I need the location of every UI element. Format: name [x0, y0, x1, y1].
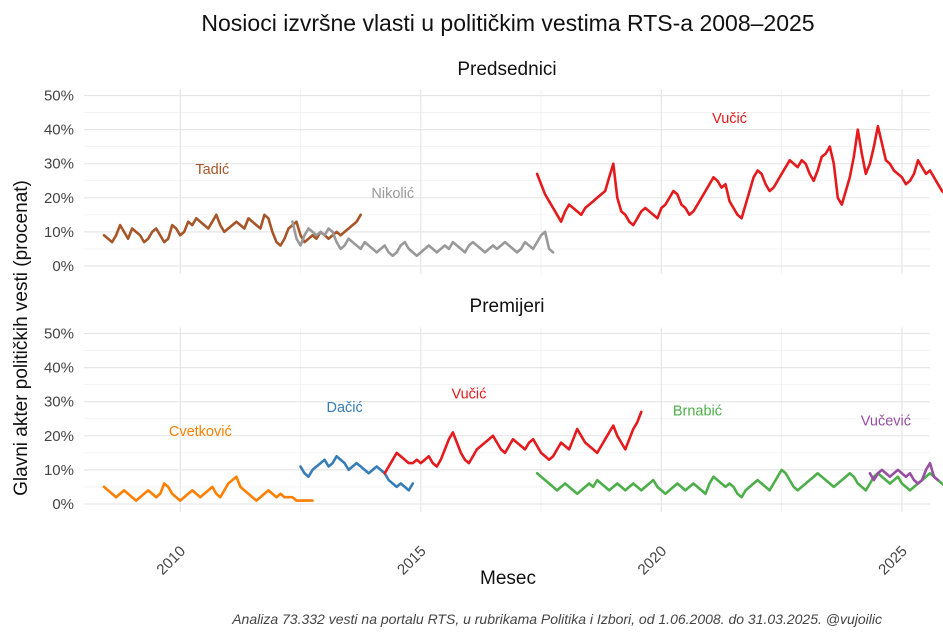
- series-line-nikolic: [291, 220, 555, 258]
- y-tick-label: 0%: [52, 496, 74, 513]
- panel-title-predsednici: Predsednici: [457, 59, 556, 80]
- series-label-vucic: Vučić: [712, 111, 747, 127]
- series-line-tadic: [102, 213, 363, 247]
- panel-premijeri: Premijeri 0% 10% 20% 30% 40% 50% Cvetković Dačić…: [44, 296, 943, 513]
- series-label-cvetkovic: Cvetković: [169, 424, 232, 440]
- y-tick-label: 30%: [44, 156, 74, 173]
- y-tick-label: 10%: [44, 224, 74, 241]
- series-label-brnabic: Brnabić: [673, 403, 722, 419]
- series-line-brnabic: [535, 468, 943, 499]
- chart-panels: Predsednici 0% 10% 20% 30% 40% 50% Tadić Nikolić…: [44, 59, 943, 578]
- y-axis-label: Glavni akter političkih vesti (procenat): [11, 180, 32, 496]
- y-tick-label: 40%: [44, 122, 74, 139]
- x-tick-label: 2015: [394, 543, 430, 579]
- series-line-vucevic: [868, 461, 940, 485]
- y-tick-label: 10%: [44, 462, 74, 479]
- chart-caption: Analiza 73.332 vesti na portalu RTS, u r…: [231, 611, 882, 627]
- series-label-nikolic: Nikolić: [371, 186, 414, 202]
- series-label-vucic: Vučić: [451, 386, 486, 402]
- series-line-cvetkovic: [102, 475, 314, 502]
- y-tick-label: 50%: [44, 326, 74, 343]
- y-tick-label: 20%: [44, 428, 74, 445]
- x-tick-label: 2025: [875, 543, 911, 579]
- panel-title-premijeri: Premijeri: [470, 296, 545, 317]
- y-tick-label: 40%: [44, 360, 74, 377]
- chart-title: Nosioci izvršne vlasti u političkim vest…: [201, 10, 814, 36]
- y-tick-label: 0%: [52, 258, 74, 275]
- y-tick-label: 30%: [44, 394, 74, 411]
- y-tick-label: 50%: [44, 88, 74, 105]
- series-label-vucevic: Vučević: [861, 414, 911, 430]
- x-tick-label: 2010: [153, 543, 189, 579]
- series-line-vucic: [383, 410, 643, 475]
- y-tick-label: 20%: [44, 190, 74, 207]
- series-line-vucic: [535, 124, 943, 227]
- series-line-dacic: [299, 454, 415, 492]
- series-label-tadic: Tadić: [195, 162, 229, 178]
- x-axis-label: Mesec: [480, 568, 536, 589]
- series-label-dacic: Dačić: [326, 400, 362, 416]
- x-tick-label: 2020: [635, 543, 671, 579]
- panel-predsednici: Predsednici 0% 10% 20% 30% 40% 50% Tadić Nikolić…: [44, 59, 943, 275]
